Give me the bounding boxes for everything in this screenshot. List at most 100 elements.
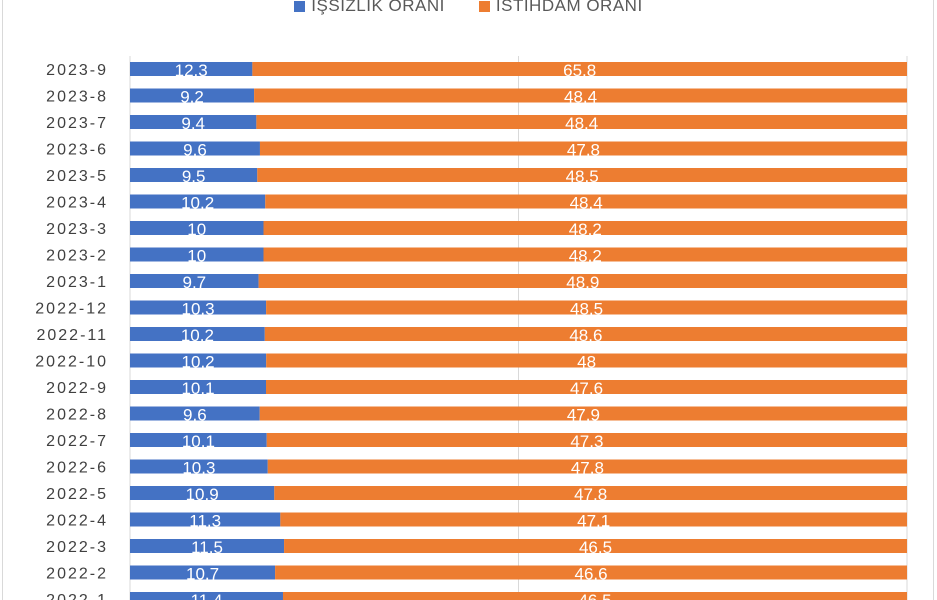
bar-unemployment	[130, 274, 259, 288]
bar-unemployment	[130, 406, 260, 421]
bar-unemployment	[130, 486, 275, 500]
data-label-unemployment: 10.9	[186, 485, 219, 504]
category-label: 2022-11	[36, 327, 108, 344]
bar-unemployment	[130, 459, 268, 474]
bar-unemployment	[130, 194, 266, 209]
category-label: 2022-7	[46, 433, 108, 450]
category-label: 2023-7	[46, 115, 108, 132]
bar-unemployment	[130, 433, 267, 447]
legend: İŞSİZLİK ORANI İSTİHDAM ORANI	[0, 0, 937, 18]
bar-employment	[265, 194, 907, 209]
data-label-unemployment: 9.6	[183, 406, 207, 425]
data-label-unemployment: 9.7	[182, 273, 206, 292]
data-label-employment: 48.4	[564, 88, 597, 107]
category-label: 2022-4	[46, 513, 108, 530]
data-label-unemployment: 11.5	[191, 538, 223, 557]
data-label-employment: 48	[577, 353, 596, 372]
category-label: 2022-5	[46, 486, 108, 503]
bar-employment	[266, 380, 907, 394]
data-label-employment: 46.5	[578, 591, 611, 600]
data-label-employment: 47.8	[571, 459, 604, 478]
bar-unemployment	[130, 300, 267, 315]
data-label-unemployment: 10.2	[182, 353, 215, 372]
data-label-unemployment: 10.3	[182, 300, 215, 319]
bar-employment	[266, 433, 908, 447]
data-label-unemployment: 10	[187, 220, 206, 239]
bar-unemployment	[130, 353, 267, 368]
data-label-employment: 47.8	[574, 485, 607, 504]
data-label-employment: 48.9	[566, 273, 599, 292]
data-label-unemployment: 9.2	[180, 88, 204, 107]
category-label: 2023-5	[46, 168, 108, 185]
data-label-employment: 48.5	[570, 300, 603, 319]
category-label: 2022-12	[35, 301, 108, 318]
bar-unemployment	[130, 141, 260, 156]
bar-employment	[254, 88, 907, 103]
data-label-employment: 48.4	[565, 114, 598, 133]
bar-unemployment	[130, 88, 255, 103]
bar-employment	[259, 406, 907, 421]
data-label-unemployment: 10.1	[182, 432, 215, 451]
bar-unemployment	[130, 539, 285, 553]
data-label-unemployment: 11.3	[189, 512, 221, 531]
legend-item-unemployment: İŞSİZLİK ORANI	[294, 0, 445, 16]
category-label: 2022-9	[46, 380, 108, 397]
category-label: 2022-3	[46, 539, 108, 556]
bar-employment	[282, 592, 907, 600]
category-label: 2022-6	[46, 460, 108, 477]
bar-employment	[252, 62, 907, 76]
data-label-unemployment: 9.6	[183, 141, 207, 160]
bar-unemployment	[130, 512, 281, 527]
bar-unemployment	[130, 592, 283, 600]
data-label-unemployment: 10.2	[181, 326, 214, 345]
data-label-unemployment: 10.7	[186, 565, 219, 584]
category-label: 2023-2	[46, 248, 108, 265]
category-label: 2023-3	[46, 221, 108, 238]
bar-employment	[257, 168, 908, 182]
category-label: 2022-10	[35, 354, 108, 371]
data-label-employment: 47.1	[577, 512, 610, 531]
data-label-unemployment: 10.1	[181, 379, 214, 398]
bar-employment	[266, 353, 907, 368]
category-label: 2023-8	[46, 89, 108, 106]
category-label: 2023-4	[46, 195, 108, 212]
bar-employment	[275, 565, 907, 580]
data-label-employment: 48.5	[566, 167, 599, 186]
data-label-unemployment: 10.3	[182, 459, 215, 478]
data-label-unemployment: 12.3	[175, 61, 208, 80]
data-label-employment: 65.8	[563, 61, 596, 80]
data-label-employment: 47.8	[567, 141, 600, 160]
data-label-employment: 48.2	[569, 220, 602, 239]
data-label-employment: 47.9	[567, 406, 600, 425]
bar-employment	[259, 141, 907, 156]
data-label-unemployment: 11.4	[191, 591, 223, 600]
data-label-employment: 47.3	[570, 432, 603, 451]
data-label-employment: 48.6	[569, 326, 602, 345]
data-label-employment: 48.4	[570, 194, 603, 213]
bar-employment	[263, 247, 908, 262]
bar-employment	[284, 539, 908, 553]
bar-unemployment	[130, 62, 253, 76]
data-label-unemployment: 9.5	[182, 167, 206, 186]
bar-employment	[258, 274, 907, 288]
bar-unemployment	[130, 247, 264, 262]
data-label-employment: 47.6	[570, 379, 603, 398]
bar-unemployment	[130, 327, 265, 341]
bar-employment	[274, 486, 907, 500]
bar-employment	[266, 300, 907, 315]
bar-employment	[263, 221, 908, 235]
data-label-unemployment: 10.2	[181, 194, 214, 213]
bar-employment	[264, 327, 907, 341]
category-label: 2022-1	[46, 592, 108, 600]
category-label: 2023-6	[46, 142, 108, 159]
bar-unemployment	[130, 565, 276, 580]
data-label-employment: 46.6	[575, 565, 608, 584]
data-label-unemployment: 9.4	[181, 114, 205, 133]
legend-swatch-employment	[478, 0, 490, 12]
bar-unemployment	[130, 168, 258, 182]
legend-label-unemployment: İŞSİZLİK ORANI	[311, 0, 445, 15]
legend-item-employment: İSTİHDAM ORANI	[478, 0, 643, 16]
category-label: 2022-8	[46, 407, 108, 424]
bar-unemployment	[130, 115, 257, 129]
